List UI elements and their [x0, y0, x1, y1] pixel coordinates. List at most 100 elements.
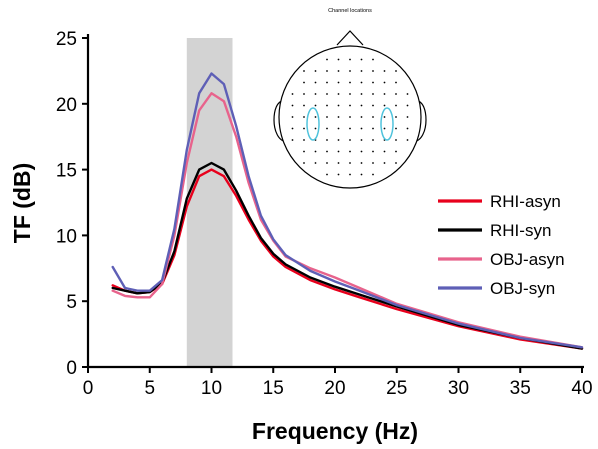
electrode-dot	[314, 162, 317, 164]
electrode-dot	[395, 139, 397, 141]
electrode-dot	[349, 162, 351, 164]
x-tick-label: 30	[448, 378, 469, 399]
electrode-dot	[360, 139, 363, 141]
electrode-dot	[303, 104, 305, 107]
electrode-dot	[360, 104, 363, 107]
series-line-2	[111, 92, 584, 349]
electrode-dot	[349, 104, 351, 107]
electrode-dot	[360, 81, 363, 84]
y-tick-label: 5	[66, 292, 77, 313]
series-line-3	[111, 72, 584, 349]
electrode-dot	[372, 104, 374, 107]
electrode-dot	[337, 58, 340, 61]
electrode-dot	[303, 116, 305, 118]
electrode-dot	[372, 58, 374, 61]
electrode-dot	[303, 93, 305, 95]
electrode-dot	[326, 81, 328, 84]
electrode-dot	[337, 127, 340, 130]
electrode-dot	[349, 81, 351, 84]
electrode-dot	[360, 58, 363, 61]
inset-title: Channel locations	[328, 8, 372, 14]
roi-right-ellipse	[380, 107, 394, 141]
electrode-dot	[360, 93, 363, 95]
electrode-dot	[383, 116, 386, 118]
electrode-dot	[360, 173, 363, 176]
electrode-dot	[372, 162, 374, 164]
electrode-dot	[337, 150, 340, 153]
electrode-dot	[326, 162, 328, 164]
electrode-dot	[395, 162, 397, 164]
electrode-dot	[326, 116, 328, 118]
electrode-dot	[337, 162, 340, 164]
electrode-dot	[395, 81, 397, 84]
x-tick-label: 10	[201, 378, 222, 399]
electrode-dot	[349, 127, 351, 130]
y-axis-title: TF (dB)	[9, 163, 35, 243]
electrode-dot	[291, 139, 294, 141]
electrode-dot	[326, 173, 328, 176]
y-tick-label: 20	[56, 95, 77, 116]
roi-left-ellipse	[306, 107, 320, 141]
electrode-dot	[383, 104, 386, 107]
legend-label: OBJ-syn	[490, 279, 555, 298]
legend: RHI-asyn RHI-syn OBJ-asyn OBJ-syn	[438, 192, 565, 298]
electrode-dot	[326, 93, 328, 95]
electrode-dot	[372, 70, 374, 72]
legend-label: RHI-asyn	[490, 192, 561, 211]
alpha-band-highlight-layer	[186, 38, 233, 367]
electrode-dot	[314, 104, 317, 107]
electrode-dot	[326, 70, 328, 72]
electrode-dot	[314, 81, 317, 84]
electrode-dot	[383, 162, 386, 164]
electrode-dot	[303, 162, 305, 164]
electrode-dot	[303, 127, 305, 130]
electrode-dot	[303, 150, 305, 153]
electrode-dot	[291, 127, 294, 130]
electrode-dot	[349, 93, 351, 95]
electrode-dot	[337, 104, 340, 107]
electrode-dot	[372, 81, 374, 84]
electrode-dot	[291, 93, 294, 95]
channel-locations-head-map: Channel locations	[273, 8, 427, 189]
electrode-dot	[406, 139, 409, 141]
legend-label: OBJ-asyn	[490, 250, 565, 269]
electrode-dot	[326, 127, 328, 130]
electrode-dot	[314, 127, 317, 130]
electrode-dot	[291, 116, 294, 118]
electrode-dot	[349, 58, 351, 61]
electrode-dot	[291, 104, 294, 107]
electrode-dot	[314, 116, 317, 118]
electrode-dot	[383, 70, 386, 72]
electrode-dot	[383, 150, 386, 153]
electrode-dot	[395, 104, 397, 107]
electrode-dot	[349, 150, 351, 153]
electrode-dot	[337, 93, 340, 95]
electrode-dot	[395, 70, 397, 72]
electrode-dot	[314, 150, 317, 153]
electrode-dot	[406, 93, 409, 95]
electrode-dot	[314, 93, 317, 95]
electrode-dot	[395, 150, 397, 153]
x-tick-label: 15	[263, 378, 284, 399]
electrode-dot	[372, 93, 374, 95]
axes-layer: 0 5 10 15 20 25 30 35 40 0 5 10 15 20 25	[56, 29, 593, 399]
x-axis-title: Frequency (Hz)	[252, 418, 418, 444]
x-tick-label: 40	[571, 378, 592, 399]
electrode-dot	[372, 127, 374, 130]
electrode-dot	[337, 70, 340, 72]
electrode-dot	[337, 116, 340, 118]
electrode-dot	[349, 139, 351, 141]
electrode-dot	[303, 70, 305, 72]
x-tick-label: 20	[324, 378, 345, 399]
alpha-band-rect	[186, 38, 233, 367]
electrode-dot	[395, 127, 397, 130]
electrode-dot	[372, 116, 374, 118]
electrode-dot	[406, 116, 409, 118]
electrode-dot	[383, 93, 386, 95]
x-tick-label: 35	[510, 378, 531, 399]
legend-label: RHI-syn	[490, 221, 551, 240]
x-tick-label: 25	[386, 378, 407, 399]
y-tick-label: 0	[66, 358, 77, 379]
electrode-dot	[326, 150, 328, 153]
